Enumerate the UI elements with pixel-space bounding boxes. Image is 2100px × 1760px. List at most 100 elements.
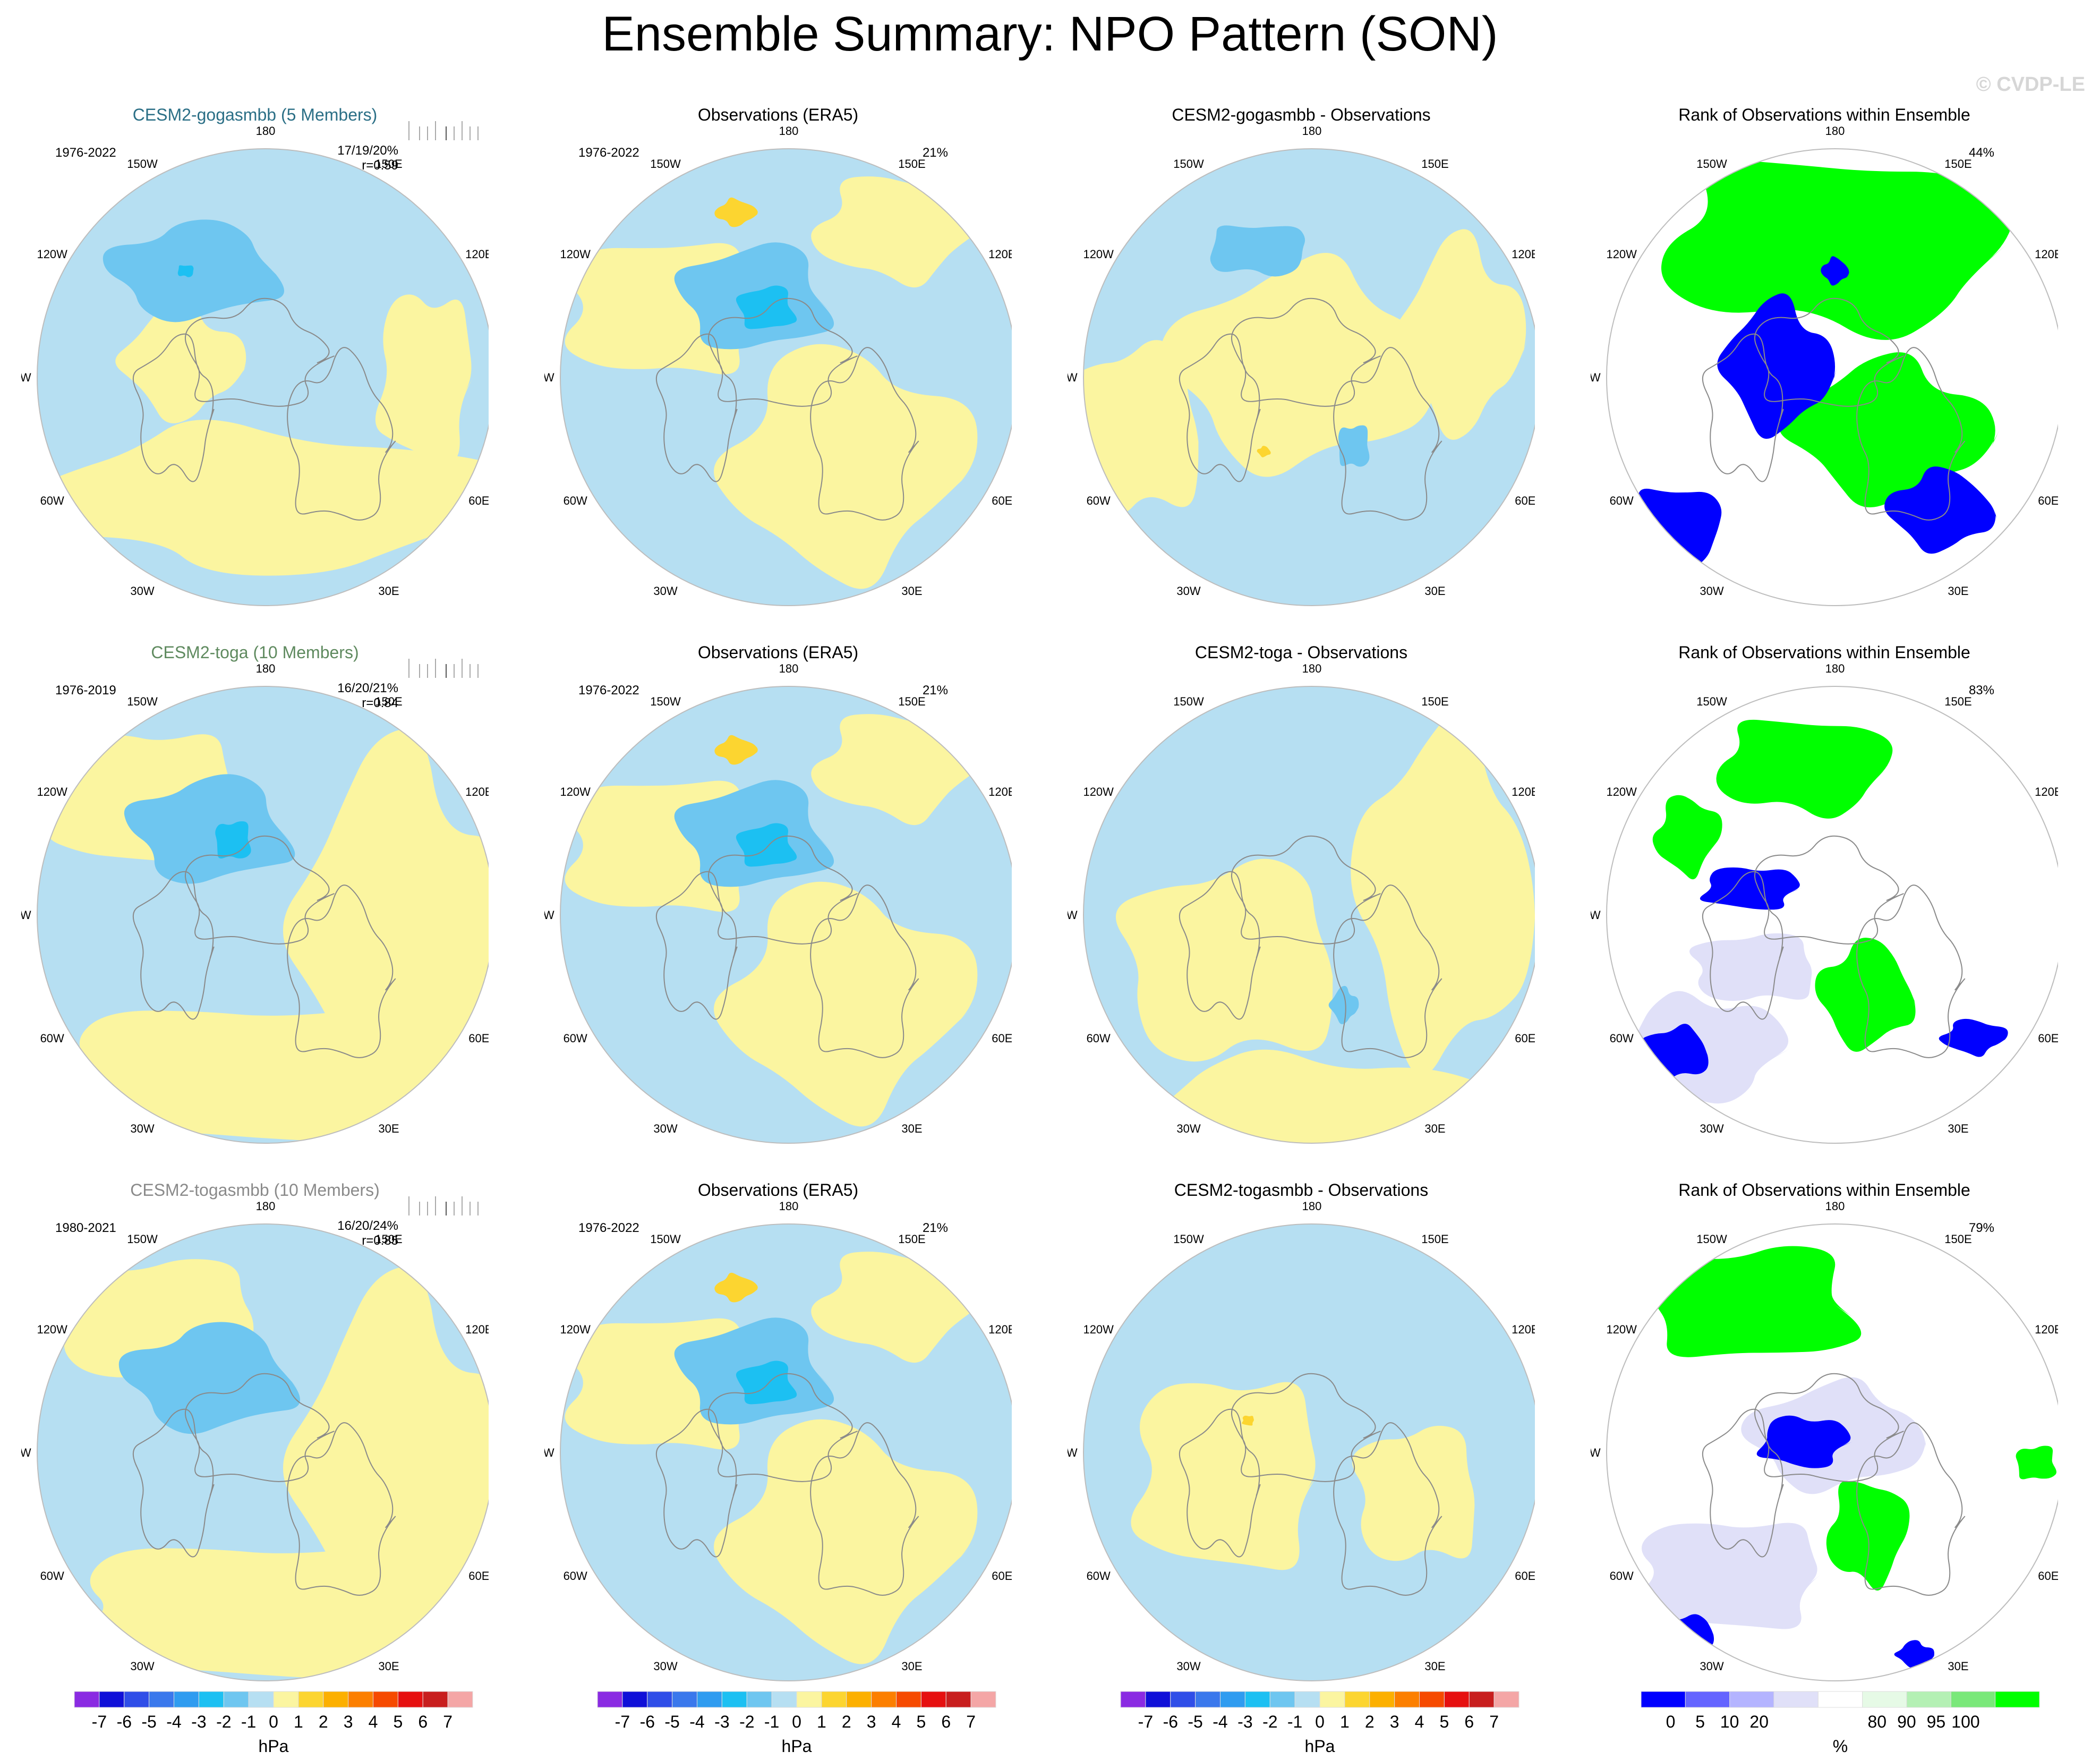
period-label: 1976-2019	[55, 683, 116, 698]
colorbar-swatch	[1950, 1691, 1996, 1708]
obs-map: 180150E120E90E60E30E030W60W90W120W150W	[544, 662, 1012, 1144]
colorbar-tick-label: 5	[917, 1712, 926, 1731]
lon-label: 60W	[40, 494, 64, 507]
rank-panel-title: Rank of Observations within Ensemble	[1678, 643, 1970, 662]
pattern-correlation: r=0.84	[362, 696, 398, 710]
colorbar-swatch	[1862, 1691, 1907, 1708]
field-region	[37, 420, 489, 576]
lon-label: 120E	[988, 1323, 1012, 1336]
colorbar-tick-label: -5	[664, 1712, 679, 1731]
colorbar-swatch	[1244, 1691, 1270, 1708]
variance-percent: 21%	[922, 1221, 948, 1235]
lon-label: 30W	[653, 584, 677, 598]
colorbar-swatch	[846, 1691, 872, 1708]
colorbar-tick-label: -4	[166, 1712, 181, 1731]
coastline	[1231, 1373, 1381, 1482]
lon-label: 120W	[1606, 785, 1637, 798]
colorbar-tick-label: 4	[892, 1712, 901, 1731]
coastline	[708, 835, 858, 945]
rank-panel-title: Rank of Observations within Ensemble	[1678, 105, 1970, 124]
colorbar-swatch	[796, 1691, 822, 1708]
lon-label: 180	[1302, 662, 1322, 675]
lon-label: 150E	[898, 1232, 925, 1246]
colorbar-swatch	[1906, 1691, 1951, 1708]
colorbar-swatch	[1773, 1691, 1819, 1708]
map-border	[1083, 1223, 1535, 1681]
lon-label: 30E	[901, 1660, 922, 1673]
coastline	[185, 835, 335, 945]
lon-label: 90W	[21, 1446, 31, 1459]
lon-label: 30W	[1176, 1122, 1200, 1135]
diff-map: 180150E120E90E60E30E030W60W90W120W150W	[1068, 1200, 1535, 1681]
map-border	[560, 148, 1012, 606]
lon-label: 150W	[650, 695, 681, 708]
colorbar-tick-label: -5	[1188, 1712, 1202, 1731]
lon-label: 120W	[37, 248, 67, 261]
coastline	[185, 297, 335, 407]
lon-label: 90W	[1591, 371, 1601, 384]
obs-panel: 180150E120E90E60E30E030W60W90W120W150WOb…	[544, 617, 1012, 1149]
colorbar-swatch	[771, 1691, 797, 1708]
field-region	[1716, 719, 1893, 819]
obs-map: 180150E120E90E60E30E030W60W90W120W150W	[544, 1200, 1012, 1681]
lon-label: 30W	[653, 1660, 677, 1673]
lon-label: 90W	[1068, 908, 1078, 922]
rank-panel: 180150E120E90E60E30E030W60W90W120W150WRa…	[1591, 617, 2058, 1149]
lon-label: 150E	[375, 157, 402, 171]
field-region	[1351, 705, 1535, 1076]
field-region	[1717, 293, 1838, 439]
field-region	[1328, 985, 1360, 1024]
colorbar-swatch	[970, 1691, 996, 1708]
colorbar-swatch	[746, 1691, 772, 1708]
colorbar-tick-label: -3	[1237, 1712, 1252, 1731]
map-border	[37, 148, 489, 606]
colorbar-swatch	[1469, 1691, 1495, 1708]
field-region	[714, 1272, 759, 1303]
rank-panel: 180150E120E90E60E30E030W60W90W120W150WRa…	[1591, 80, 2058, 611]
member-tick-plot	[408, 121, 479, 140]
lon-label: 180	[1825, 662, 1845, 675]
coastline	[1702, 871, 1784, 1020]
colorbar-swatch	[1344, 1691, 1370, 1708]
field-region	[1633, 1523, 1821, 1629]
coastline	[1231, 835, 1381, 945]
lon-label: 120W	[560, 1323, 591, 1336]
coastline	[132, 333, 215, 482]
colorbar-swatch	[920, 1691, 946, 1708]
field-region	[1352, 1425, 1475, 1561]
lon-label: 30W	[1700, 1122, 1723, 1135]
field-region	[714, 344, 980, 589]
lon-label: 120E	[1512, 1323, 1535, 1336]
field-region	[375, 294, 474, 462]
lon-label: 60W	[40, 1032, 64, 1045]
field-region	[64, 1548, 437, 1680]
field-region	[1700, 867, 1802, 910]
obs-panel: 180150E120E90E60E30E030W60W90W120W150WOb…	[544, 80, 1012, 611]
coastline	[1179, 333, 1261, 482]
lon-label: 150E	[898, 157, 925, 171]
coastline	[1179, 1408, 1261, 1558]
lon-label: 30E	[378, 1660, 399, 1673]
lon-label: 120E	[2035, 1323, 2058, 1336]
colorbar-swatch	[871, 1691, 897, 1708]
colorbar-swatch	[323, 1691, 349, 1708]
field-region	[54, 1010, 426, 1142]
coastline	[1333, 347, 1442, 521]
map-border	[1606, 1223, 2058, 1681]
colorbar-tick-label: 0	[1315, 1712, 1325, 1731]
colorbar-swatch	[1220, 1691, 1245, 1708]
coastline	[655, 1408, 738, 1558]
coastline	[132, 1408, 215, 1558]
coastline	[1754, 835, 1904, 945]
colorbar-swatch	[124, 1691, 150, 1708]
lon-label: 60E	[468, 1569, 489, 1583]
lon-label: 60E	[468, 1032, 489, 1045]
lon-label: 120W	[37, 785, 67, 798]
lon-label: 150E	[1944, 695, 1971, 708]
colorbar-swatch	[273, 1691, 299, 1708]
colorbar-tick-label: 10	[1720, 1712, 1739, 1731]
colorbar-tick-label: -1	[241, 1712, 256, 1731]
model-map: 180150E120E90E60E30E030W60W90W120W150W	[21, 662, 489, 1144]
lon-label: 30W	[653, 1122, 677, 1135]
lon-label: 60E	[1515, 494, 1535, 507]
